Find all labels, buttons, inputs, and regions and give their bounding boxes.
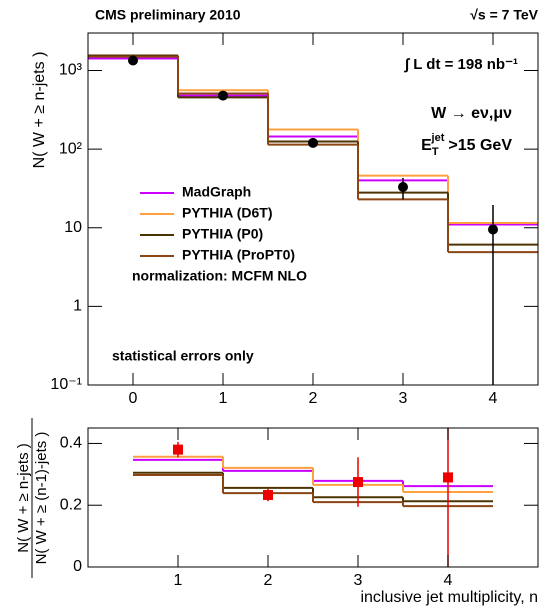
footnote: statistical errors only [112,348,254,364]
plot-area [88,54,538,385]
legend-label: MadGraph [182,184,251,200]
x-axis-label: inclusive jet multiplicity, n [360,589,538,606]
data-point [308,137,318,148]
x-tick-label: 3 [399,390,408,407]
cut: ETjet >15 GeV [421,132,512,158]
legend-label: PYTHIA (P0) [182,226,263,242]
lumi: ∫ L dt = 198 nb⁻¹ [404,56,518,73]
x-tick-label: 4 [444,572,453,589]
x-tick-label: 1 [174,572,183,589]
y-tick-label: 10⁻¹ [50,376,82,393]
process: W → eν,μν [431,105,512,122]
plot-area [133,428,493,567]
cut-rest: >15 GeV [448,137,512,154]
y-tick-label: 10² [59,140,83,157]
frame [87,427,539,568]
y-axis-label-den: N( W + ≥ (n-1)-jets ) [33,432,50,565]
frame [87,32,539,386]
data-point [488,224,498,235]
x-tick-label: 4 [489,390,498,407]
x-tick-label: 2 [309,390,318,407]
x-tick-label: 3 [354,572,363,589]
cut-sub: T [432,146,439,158]
data-point [353,477,363,488]
data-point [218,90,228,101]
y-axis-label: N( W + ≥ n-jets ) [31,52,48,169]
x-tick-label: 1 [219,390,228,407]
y-tick-label: 1 [73,298,82,315]
x-tick-label: 0 [129,390,138,407]
y-tick-label: 10 [64,219,82,236]
cut-sup: jet [431,132,445,144]
header-right: √s = 7 TeV [470,7,538,23]
legend-label: PYTHIA (D6T) [182,205,272,221]
data-point [263,490,273,501]
y-tick-label: 0 [73,558,82,575]
x-tick-label: 2 [264,572,273,589]
header-left: CMS preliminary 2010 [95,7,241,23]
data-point [128,55,138,66]
note: normalization: MCFM NLO [132,268,307,284]
legend-label: PYTHIA (ProPT0) [182,247,295,263]
data-point [173,444,183,455]
y-tick-label: 0.4 [60,435,82,452]
y-tick-label: 0.2 [60,496,82,513]
y-axis-label-num: N( W + ≥ n-jets ) [15,443,32,553]
data-point [398,181,408,192]
y-tick-label: 10³ [59,62,83,79]
data-point [443,472,453,483]
cut-main: E [421,137,432,154]
